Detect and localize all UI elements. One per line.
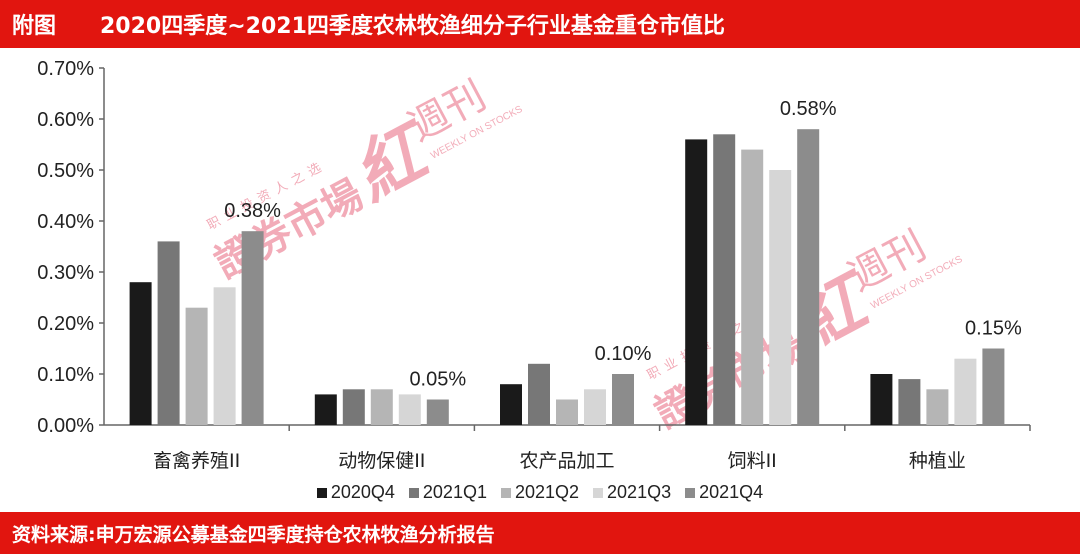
bar: [500, 384, 522, 425]
svg-text:週刊: 週刊: [402, 73, 493, 149]
bar: [241, 231, 264, 425]
data-label: 0.05%: [409, 369, 466, 391]
legend-item: 2021Q4: [685, 482, 763, 503]
chart-legend: 2020Q4 2021Q1 2021Q2 2021Q3 2021Q4: [0, 482, 1080, 503]
title-bar: 附图 2020四季度~2021四季度农林牧渔细分子行业基金重仓市值比: [0, 0, 1080, 48]
y-tick-label: 0.10%: [37, 364, 94, 386]
bar: [870, 374, 893, 425]
legend-swatch-icon: [408, 487, 419, 498]
bar: [342, 389, 365, 425]
chart-bars: [129, 129, 1005, 426]
legend-item: 2021Q2: [500, 482, 580, 503]
data-label: 0.10%: [595, 343, 652, 365]
y-tick-label: 0.40%: [37, 211, 94, 233]
bar: [926, 389, 949, 425]
category-labels: 畜禽养殖II 动物保健II 农产品加工 饲料II 种植业: [0, 446, 1080, 476]
y-tick-label: 0.00%: [37, 415, 94, 437]
legend-label: 2021Q1: [422, 482, 487, 502]
legend-item: 2021Q3: [593, 482, 671, 503]
legend-swatch-icon: [500, 487, 511, 498]
x-category-label: 畜禽养殖II: [152, 450, 241, 472]
bar: [426, 399, 449, 425]
bar: [556, 399, 578, 425]
legend-item: 2020Q4: [316, 482, 395, 503]
bar: [213, 287, 236, 425]
legend-swatch-icon: [685, 487, 696, 498]
y-tick-label: 0.30%: [37, 262, 94, 284]
x-category-label: 动物保健II: [338, 450, 426, 472]
y-tick-label: 0.50%: [37, 160, 94, 182]
bar: [314, 394, 337, 425]
bar: [157, 241, 180, 425]
x-category-label: 种植业: [908, 450, 966, 472]
bar: [528, 363, 550, 425]
bar: [584, 389, 606, 425]
bar: [713, 134, 736, 426]
bar: [741, 149, 764, 425]
chart-annotations: 0.38% 0.05% 0.10% 0.58% 0.15%: [224, 98, 1022, 390]
chart-title: 2020四季度~2021四季度农林牧渔细分子行业基金重仓市值比: [100, 14, 725, 39]
bar: [898, 379, 921, 425]
bar: [129, 282, 152, 425]
x-category-label: 农产品加工: [519, 450, 615, 472]
bar: [370, 389, 393, 425]
source-footer: 资料来源:申万宏源公募基金四季度持仓农林牧渔分析报告: [0, 512, 1080, 554]
legend-label: 2021Q4: [699, 482, 764, 502]
legend-swatch-icon: [316, 487, 327, 498]
bar: [398, 394, 421, 425]
legend-label: 2020Q4: [330, 482, 395, 502]
figure-label: 附图: [12, 14, 57, 39]
x-category-label: 饲料II: [727, 450, 777, 472]
y-tick-label: 0.70%: [37, 58, 94, 80]
source-text: 资料来源:申万宏源公募基金四季度持仓农林牧渔分析报告: [12, 523, 495, 546]
legend-label: 2021Q3: [607, 482, 672, 502]
data-label: 0.58%: [780, 98, 837, 120]
y-tick-label: 0.20%: [37, 313, 94, 335]
legend-label: 2021Q2: [514, 482, 580, 502]
y-tick-label: 0.60%: [37, 109, 94, 131]
data-label: 0.38%: [224, 200, 281, 222]
bar: [769, 170, 792, 425]
bar: [685, 139, 708, 425]
bar: [982, 348, 1005, 425]
svg-text:週刊: 週刊: [842, 223, 933, 299]
bar: [954, 358, 977, 425]
bar: [185, 307, 208, 425]
bar: [612, 374, 634, 425]
legend-swatch-icon: [593, 487, 604, 498]
legend-item: 2021Q1: [408, 482, 487, 503]
data-label: 0.15%: [965, 318, 1022, 340]
bar: [797, 129, 820, 425]
